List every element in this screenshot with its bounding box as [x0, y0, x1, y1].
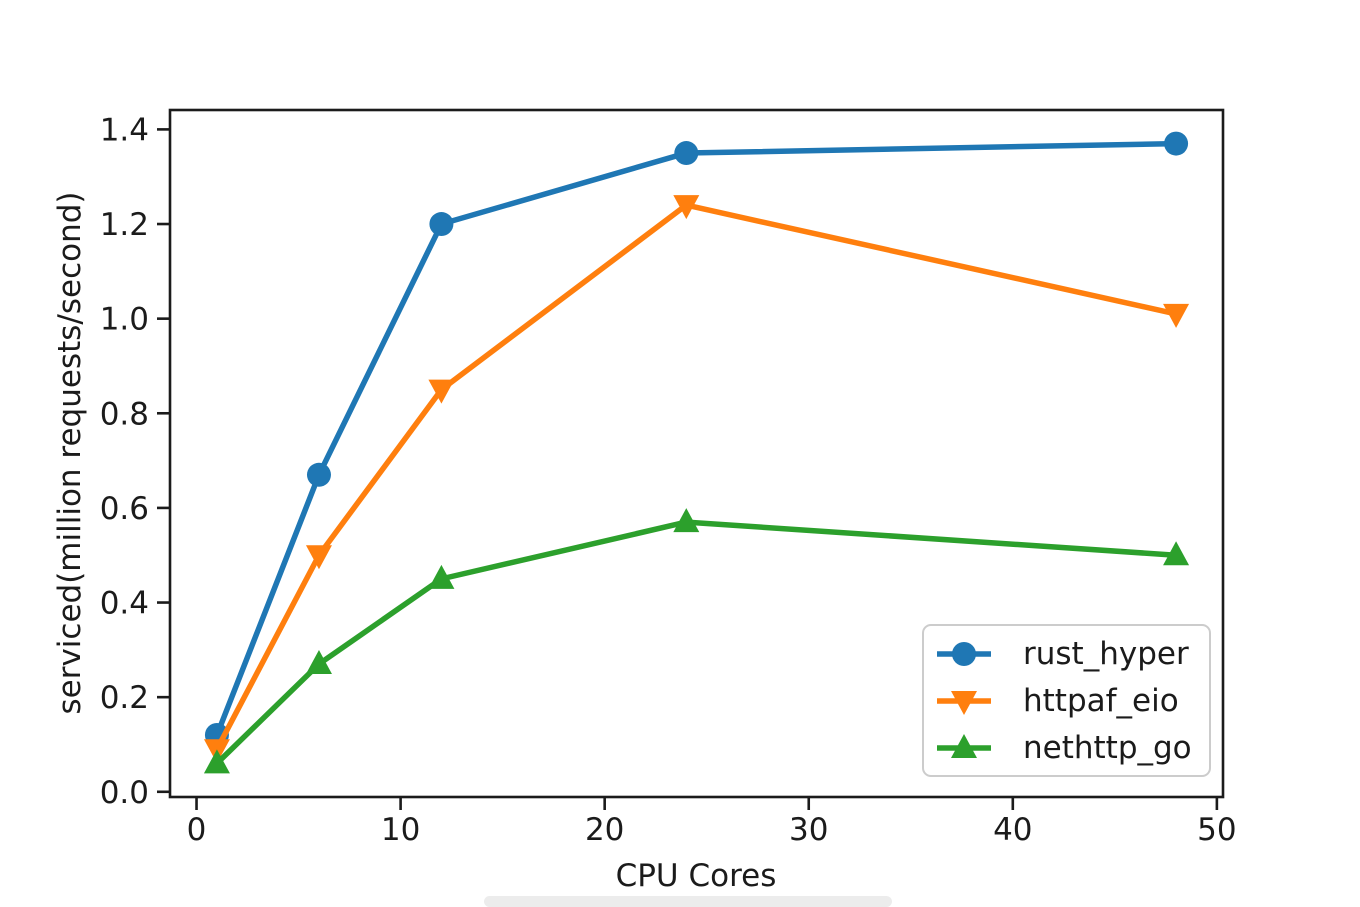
legend-marker-nethttp_go	[951, 733, 977, 758]
data-point-httpaf_eio	[305, 545, 332, 570]
y-tick-label: 0.2	[100, 680, 149, 716]
x-axis-title: CPU Cores	[616, 858, 777, 894]
data-point-rust_hyper	[306, 462, 331, 487]
legend-label-nethttp-go: nethttp_go	[1023, 729, 1192, 766]
legend-sample-rust-hyper	[937, 641, 991, 666]
legend-item-nethttp-go: nethttp_go	[935, 724, 1209, 771]
data-point-nethttp_go	[1163, 541, 1190, 566]
y-tick-label: 0.0	[100, 775, 149, 811]
y-tick-label: 1.4	[100, 112, 149, 148]
x-tick-label: 50	[1197, 812, 1236, 848]
y-tick-label: 1.0	[100, 302, 149, 338]
y-axis-title: serviced(million requests/second)	[52, 191, 88, 714]
data-point-httpaf_eio	[1163, 303, 1190, 328]
x-tick-label: 20	[585, 812, 624, 848]
data-point-rust_hyper	[429, 212, 454, 237]
legend-item-httpaf-eio: httpaf_eio	[935, 677, 1209, 724]
y-tick-label: 0.8	[100, 396, 149, 432]
x-tick-label: 40	[993, 812, 1032, 848]
legend-label-rust-hyper: rust_hyper	[1023, 635, 1189, 672]
y-tick-label: 1.2	[100, 207, 149, 243]
legend-marker-rust_hyper	[952, 641, 976, 666]
data-point-rust_hyper	[1164, 131, 1189, 156]
legend-label-httpaf-eio: httpaf_eio	[1023, 682, 1179, 719]
axes-spines	[168, 108, 1225, 799]
y-tick-label: 0.6	[100, 491, 149, 527]
legend-marker-httpaf_eio	[951, 690, 977, 715]
bottom-artifact	[484, 896, 892, 907]
y-tick-label: 0.4	[100, 586, 149, 622]
data-point-nethttp_go	[305, 650, 332, 675]
legend: rust_hyper httpaf_eio nethttp_go	[922, 624, 1211, 777]
x-tick-label: 0	[187, 812, 207, 848]
data-point-rust_hyper	[674, 141, 699, 166]
x-tick-label: 10	[381, 812, 420, 848]
data-point-nethttp_go	[203, 749, 230, 774]
legend-item-rust-hyper: rust_hyper	[935, 630, 1209, 677]
data-point-nethttp_go	[673, 508, 700, 533]
x-tick-label: 30	[789, 812, 828, 848]
data-point-httpaf_eio	[428, 379, 455, 404]
data-point-nethttp_go	[428, 564, 455, 589]
data-point-httpaf_eio	[673, 195, 700, 220]
legend-sample-httpaf-eio	[937, 690, 991, 715]
legend-sample-nethttp-go	[937, 733, 991, 758]
